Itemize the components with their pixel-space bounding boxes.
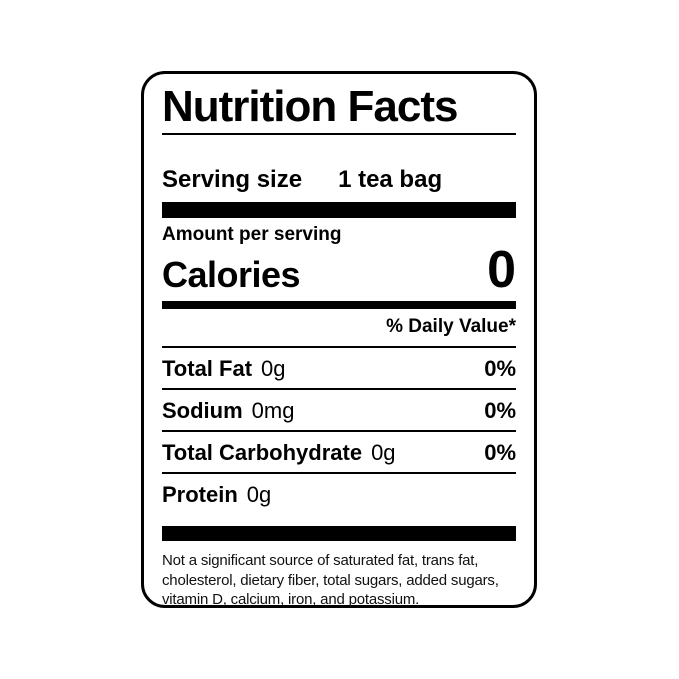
nutrient-row-total-carbohydrate: Total Carbohydrate 0g 0%: [162, 432, 516, 472]
medium-divider: [162, 300, 516, 309]
nutrient-row-sodium: Sodium 0mg 0%: [162, 390, 516, 430]
nutrient-daily-value: 0%: [484, 439, 516, 465]
row-divider: [162, 430, 516, 432]
amount-per-serving-label: Amount per serving: [162, 224, 342, 246]
nutrient-name: Sodium: [162, 397, 243, 423]
nutrient-row-protein: Protein 0g: [162, 474, 516, 514]
serving-size-value: 1 tea bag: [338, 166, 443, 193]
calories-label: Calories: [162, 254, 301, 296]
serving-size-row: Serving size 1 tea bag: [162, 166, 516, 193]
nutrient-name: Protein: [162, 481, 238, 507]
title-divider: [162, 133, 516, 135]
nutrition-facts-label: Nutrition Facts Serving size 1 tea bag Am…: [141, 71, 537, 608]
thick-divider-top: [162, 202, 516, 219]
nutrient-amount: 0g: [246, 481, 272, 507]
calories-row: Calories 0: [162, 241, 516, 300]
row-divider: [162, 472, 516, 474]
nutrient-amount: 0g: [261, 355, 286, 381]
nutrient-daily-value: 0%: [484, 355, 516, 381]
daily-value-header: % Daily Value*: [386, 315, 516, 337]
nutrient-amount: 0g: [371, 439, 396, 465]
daily-value-divider: [162, 346, 516, 348]
nutrient-daily-value: 0%: [484, 397, 516, 423]
serving-size-label: Serving size: [162, 166, 303, 193]
thick-divider-bottom: [162, 526, 516, 542]
label-title: Nutrition Facts: [162, 82, 458, 131]
row-divider: [162, 388, 516, 390]
footnote-text: Not a significant source of saturated fa…: [162, 552, 499, 609]
nutrient-amount: 0mg: [251, 397, 295, 423]
calories-value: 0: [487, 241, 516, 300]
nutrient-name: Total Fat: [162, 355, 253, 381]
nutrient-name: Total Carbohydrate: [162, 439, 363, 465]
nutrient-row-total-fat: Total Fat 0g 0%: [162, 348, 516, 388]
